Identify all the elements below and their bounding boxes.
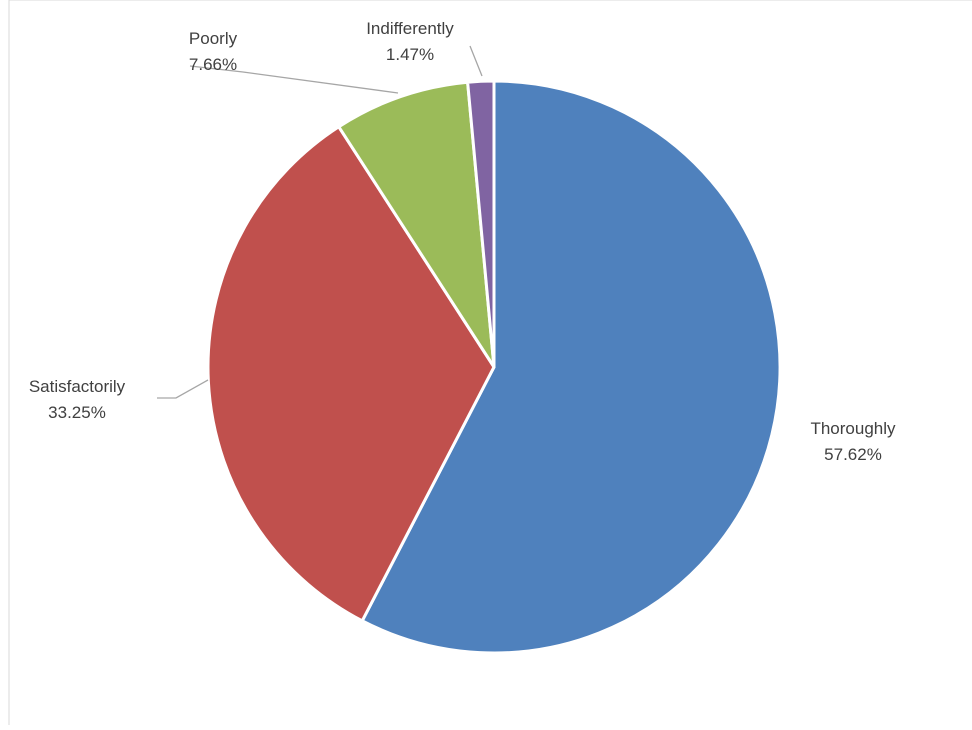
chart-border	[8, 0, 972, 730]
slice-value-satisfactorily: 33.25%	[48, 403, 106, 422]
slice-label-poorly: Poorly	[189, 29, 238, 48]
slice-value-thoroughly: 57.62%	[824, 445, 882, 464]
leader-lines	[157, 45, 483, 399]
pie-slice-indifferently	[466, 79, 496, 369]
leader-line-poorly	[189, 65, 399, 94]
slice-label-satisfactorily: Satisfactorily	[29, 377, 126, 396]
slice-value-indifferently: 1.47%	[386, 45, 434, 64]
leader-line-satisfactorily	[157, 379, 209, 399]
slice-label-indifferently: Indifferently	[366, 19, 454, 38]
pie-slice-satisfactorily	[206, 125, 496, 623]
slice-value-poorly: 7.66%	[189, 55, 237, 74]
pie-slices	[206, 79, 782, 655]
pie-slice-poorly	[337, 80, 496, 369]
pie-slice-thoroughly	[360, 79, 782, 655]
leader-line-indifferently	[469, 45, 483, 77]
data-labels: Thoroughly 57.62% Satisfactorily 33.25% Poor…	[29, 19, 896, 464]
slice-label-thoroughly: Thoroughly	[810, 419, 896, 438]
